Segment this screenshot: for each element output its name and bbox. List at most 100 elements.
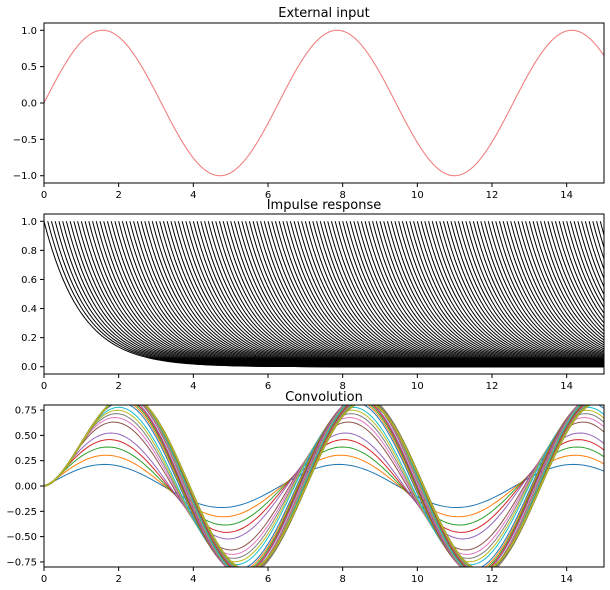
x-tick-label: 12 xyxy=(486,190,499,201)
impulse-response-line xyxy=(521,221,604,352)
y-tick-label: −0.75 xyxy=(6,557,37,568)
x-tick-label: 6 xyxy=(265,381,271,392)
impulse-response-line xyxy=(510,221,604,356)
plot-area xyxy=(44,29,604,177)
impulse-response-line xyxy=(487,221,604,361)
y-tick-label: 1.0 xyxy=(21,217,37,228)
x-tick-label: 2 xyxy=(115,381,121,392)
x-tick-label: 10 xyxy=(411,190,424,201)
impulse-response-line xyxy=(498,221,604,359)
impulse-response-panel: Impulse response 0 2 4 6 8 10 12 14 0.00.20.40.… xyxy=(21,198,605,392)
x-tick-label: 0 xyxy=(41,574,47,585)
chart-title: Convolution xyxy=(285,390,363,405)
x-tick-label: 14 xyxy=(560,574,573,585)
y-axis-ticks: 0.75 0.50 0.25 0.00 −0.25 −0.50 −0.75 xyxy=(6,406,44,568)
impulse-response-line xyxy=(599,221,604,237)
x-axis-ticks: 0 2 4 6 8 10 12 14 xyxy=(41,183,573,201)
impulse-response-line xyxy=(592,221,604,261)
impulse-response-line xyxy=(573,221,604,303)
y-tick-label: 0.5 xyxy=(21,62,37,73)
impulse-response-line xyxy=(502,221,604,358)
external-input-panel: External input 0 2 4 6 8 10 12 14 1.0 0.5 0.0 −0.5… xyxy=(13,6,605,201)
impulse-response-line xyxy=(566,221,604,315)
x-tick-label: 0 xyxy=(41,381,47,392)
x-tick-label: 8 xyxy=(339,381,345,392)
y-tick-label: 0.2 xyxy=(21,333,37,344)
impulse-response-line xyxy=(525,221,604,350)
impulse-response-line xyxy=(562,221,604,320)
impulse-response-line xyxy=(204,221,604,368)
x-tick-label: 8 xyxy=(339,574,345,585)
impulse-response-line xyxy=(581,221,604,289)
y-tick-label: 0.00 xyxy=(15,482,37,493)
x-tick-label: 6 xyxy=(265,190,271,201)
x-tick-label: 2 xyxy=(115,574,121,585)
y-tick-label: −0.25 xyxy=(6,507,37,518)
y-tick-label: −0.5 xyxy=(13,135,37,146)
impulse-response-line xyxy=(540,221,604,341)
impulse-response-line xyxy=(536,221,604,344)
envelope-line xyxy=(44,405,590,567)
y-tick-label: 0.50 xyxy=(15,431,37,442)
impulse-response-line xyxy=(517,221,604,353)
impulse-response-line xyxy=(569,221,604,309)
y-axis-ticks: 1.0 0.5 0.0 −0.5 −1.0 xyxy=(13,26,44,182)
convolution-line xyxy=(44,405,579,567)
x-tick-label: 14 xyxy=(560,190,573,201)
impulse-response-line xyxy=(472,221,604,363)
axes-frame xyxy=(43,404,605,568)
y-tick-label: 1.0 xyxy=(21,26,37,37)
y-tick-label: −1.0 xyxy=(13,171,37,182)
impulse-response-line xyxy=(513,221,604,355)
convolution-line xyxy=(44,446,604,526)
x-tick-label: 2 xyxy=(115,190,121,201)
convolution-line xyxy=(44,405,585,567)
series-line xyxy=(44,29,604,177)
impulse-response-line xyxy=(547,221,604,335)
x-tick-label: 4 xyxy=(190,574,196,585)
axes-frame xyxy=(43,213,605,375)
y-tick-label: 0.8 xyxy=(21,246,37,257)
axes-frame xyxy=(43,22,605,184)
convolution-line xyxy=(44,454,604,518)
y-axis-ticks: 0.0 0.2 0.4 0.6 0.8 1.0 xyxy=(21,217,44,373)
impulse-response-line xyxy=(469,221,604,364)
impulse-response-line xyxy=(491,221,604,360)
impulse-response-line xyxy=(484,221,604,362)
impulse-response-line xyxy=(528,221,604,348)
convolution-panel: Convolution 0 2 4 6 8 10 12 14 0.75 0.50 0.25 0.00… xyxy=(6,390,605,585)
impulse-response-line xyxy=(584,221,604,280)
convolution-line xyxy=(44,463,604,509)
impulse-response-line xyxy=(596,221,604,250)
y-tick-label: 0.0 xyxy=(21,99,37,110)
y-tick-label: 0.25 xyxy=(15,456,37,467)
impulse-response-line xyxy=(480,221,604,362)
y-tick-label: 0.75 xyxy=(15,406,37,417)
impulse-response-line xyxy=(506,221,604,357)
impulse-response-line xyxy=(457,221,604,365)
plot-area xyxy=(44,221,604,368)
impulse-response-line xyxy=(551,221,604,332)
x-tick-label: 0 xyxy=(41,190,47,201)
y-tick-label: −0.50 xyxy=(6,532,37,543)
plot-area xyxy=(44,405,604,567)
impulse-response-line xyxy=(554,221,604,328)
x-tick-label: 4 xyxy=(190,381,196,392)
x-tick-label: 8 xyxy=(339,190,345,201)
y-tick-label: 0.6 xyxy=(21,275,37,286)
chart-title: External input xyxy=(278,6,370,21)
impulse-response-line xyxy=(577,221,604,296)
x-tick-label: 12 xyxy=(486,381,499,392)
y-tick-label: 0.0 xyxy=(21,362,37,373)
x-tick-label: 12 xyxy=(486,574,499,585)
x-tick-label: 6 xyxy=(265,574,271,585)
y-tick-label: 0.4 xyxy=(21,304,37,315)
x-axis-ticks: 0 2 4 6 8 10 12 14 xyxy=(41,374,573,392)
impulse-response-line xyxy=(465,221,604,364)
chart-title: Impulse response xyxy=(267,198,382,213)
impulse-response-line xyxy=(476,221,604,363)
impulse-response-line xyxy=(495,221,604,360)
x-tick-label: 10 xyxy=(411,381,424,392)
x-tick-label: 4 xyxy=(190,190,196,201)
